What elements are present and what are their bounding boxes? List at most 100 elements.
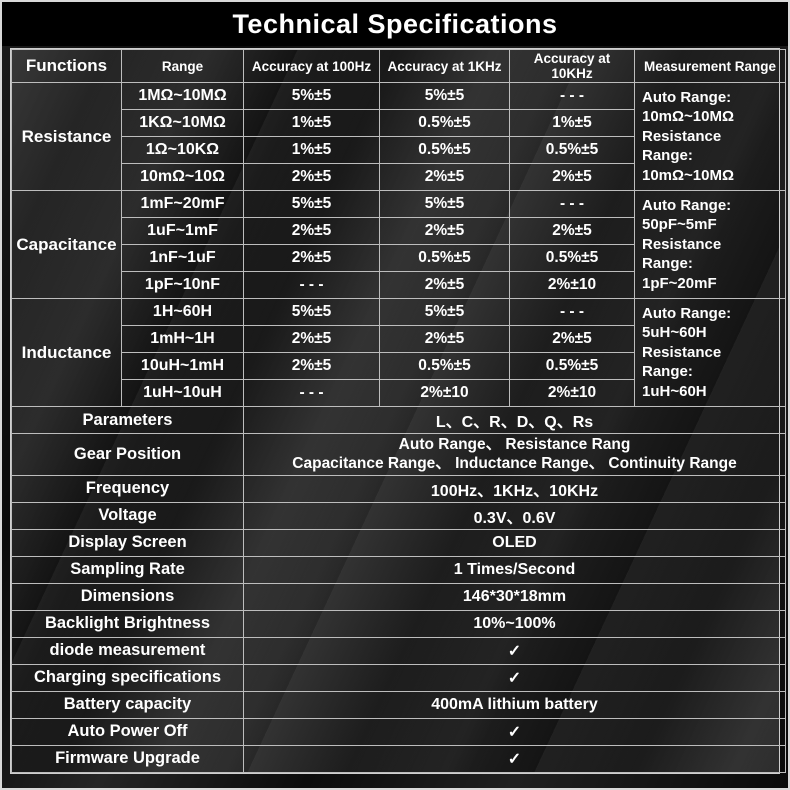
spec-value-diode-measurement: ✓ xyxy=(243,636,786,665)
spec-value-parameters: L、C、R、D、Q、Rs xyxy=(243,406,786,434)
spec-label-auto-power-off: Auto Power Off xyxy=(11,717,244,746)
range-cell: 1uH~10uH xyxy=(121,379,244,407)
accuracy-cell: 5%±5 xyxy=(243,298,380,326)
range-cell: 1mF~20mF xyxy=(121,190,244,218)
spec-label-firmware-upgrade: Firmware Upgrade xyxy=(11,744,244,773)
column-header-accuracy-10khz: Accuracy at 10KHz xyxy=(509,49,635,83)
table-row: Inductance 1H~60H 5%±5 5%±5 - - - Auto R… xyxy=(11,298,786,407)
accuracy-cell: 2%±5 xyxy=(243,163,380,191)
range-cell: 1H~60H xyxy=(121,298,244,326)
spec-label-diode-measurement: diode measurement xyxy=(11,636,244,665)
header-row: Functions Range Accuracy at 100Hz Accura… xyxy=(11,49,786,83)
accuracy-cell: - - - xyxy=(509,82,635,110)
spec-value-gear-position: Auto Range、 Resistance Rang Capacitance … xyxy=(243,433,786,476)
measurement-range-cell-resistance: Auto Range: 10mΩ~10MΩ Resistance Range: … xyxy=(634,82,786,191)
accuracy-cell: 0.5%±5 xyxy=(509,136,635,164)
accuracy-cell: 5%±5 xyxy=(379,82,510,110)
range-cell: 1MΩ~10MΩ xyxy=(121,82,244,110)
table-row: Gear Position Auto Range、 Resistance Ran… xyxy=(11,433,786,476)
spec-value-display-screen: OLED xyxy=(243,528,786,557)
accuracy-cell: 2%±5 xyxy=(379,325,510,353)
accuracy-cell: 1%±5 xyxy=(243,136,380,164)
column-header-functions: Functions xyxy=(11,49,122,83)
column-header-range: Range xyxy=(121,49,244,83)
accuracy-cell: 1%±5 xyxy=(509,109,635,137)
spec-table-container: Functions Range Accuracy at 100Hz Accura… xyxy=(10,48,786,774)
accuracy-cell: 2%±10 xyxy=(379,379,510,407)
table-row: Capacitance 1mF~20mF 5%±5 5%±5 - - - Aut… xyxy=(11,190,786,299)
table-row: 10uH~1mH 2%±5 0.5%±5 0.5%±5 xyxy=(12,352,786,380)
table-row: Resistance 1MΩ~10MΩ 5%±5 5%±5 - - - Auto… xyxy=(11,82,786,191)
accuracy-cell: 2%±5 xyxy=(243,244,380,272)
spec-label-parameters: Parameters xyxy=(11,406,244,434)
accuracy-cell: 2%±5 xyxy=(509,217,635,245)
table-row: Auto Power Off ✓ xyxy=(11,717,786,746)
accuracy-cell: - - - xyxy=(243,271,380,299)
accuracy-cell: 5%±5 xyxy=(243,190,380,218)
table-row: Display Screen OLED xyxy=(11,528,786,557)
accuracy-cell: 0.5%±5 xyxy=(509,244,635,272)
accuracy-cell: 0.5%±5 xyxy=(379,244,510,272)
accuracy-cell: 0.5%±5 xyxy=(509,352,635,380)
spec-value-auto-power-off: ✓ xyxy=(243,717,786,746)
range-cell: 1KΩ~10MΩ xyxy=(121,109,244,137)
accuracy-cell: 2%±10 xyxy=(509,271,635,299)
table-row: Dimensions 146*30*18mm xyxy=(11,582,786,611)
accuracy-cell: - - - xyxy=(509,190,635,218)
table-row: 1uF~1mF 2%±5 2%±5 2%±5 xyxy=(12,217,786,245)
accuracy-cell: 5%±5 xyxy=(379,298,510,326)
accuracy-cell: 5%±5 xyxy=(379,190,510,218)
function-cell-resistance: Resistance xyxy=(11,82,122,191)
accuracy-cell: 0.5%±5 xyxy=(379,136,510,164)
accuracy-cell: 2%±5 xyxy=(243,217,380,245)
accuracy-cell: 1%±5 xyxy=(243,109,380,137)
table-row: diode measurement ✓ xyxy=(11,636,786,665)
spec-value-dimensions: 146*30*18mm xyxy=(243,582,786,611)
accuracy-cell: 0.5%±5 xyxy=(379,352,510,380)
table-row: Battery capacity 400mA lithium battery xyxy=(11,690,786,719)
spec-label-charging-specifications: Charging specifications xyxy=(11,663,244,692)
accuracy-cell: - - - xyxy=(509,298,635,326)
table-row: Backlight Brightness 10%~100% xyxy=(11,609,786,638)
range-cell: 1uF~1mF xyxy=(121,217,244,245)
column-header-measurement-range: Measurement Range xyxy=(634,49,786,83)
range-cell: 10uH~1mH xyxy=(121,352,244,380)
spec-value-charging-specifications: ✓ xyxy=(243,663,786,692)
accuracy-cell: 2%±5 xyxy=(379,163,510,191)
table-row: 1Ω~10KΩ 1%±5 0.5%±5 0.5%±5 xyxy=(12,136,786,164)
spec-label-gear-position: Gear Position xyxy=(11,433,244,476)
table-row: 1mH~1H 2%±5 2%±5 2%±5 xyxy=(12,325,786,353)
table-row: Parameters L、C、R、D、Q、Rs xyxy=(11,406,786,434)
accuracy-cell: 0.5%±5 xyxy=(379,109,510,137)
range-cell: 1nF~1uF xyxy=(121,244,244,272)
accuracy-cell: 2%±5 xyxy=(243,325,380,353)
spec-value-voltage: 0.3V、0.6V xyxy=(243,501,786,530)
measurement-range-cell-inductance: Auto Range: 5uH~60H Resistance Range: 1u… xyxy=(634,298,786,407)
table-row: 10mΩ~10Ω 2%±5 2%±5 2%±5 xyxy=(12,163,786,191)
function-cell-inductance: Inductance xyxy=(11,298,122,407)
measurement-range-cell-capacitance: Auto Range: 50pF~5mF Resistance Range: 1… xyxy=(634,190,786,299)
spec-label-sampling-rate: Sampling Rate xyxy=(11,555,244,584)
accuracy-cell: 2%±5 xyxy=(379,217,510,245)
table-row: Charging specifications ✓ xyxy=(11,663,786,692)
spec-label-battery-capacity: Battery capacity xyxy=(11,690,244,719)
table-row: Firmware Upgrade ✓ xyxy=(11,744,786,773)
accuracy-cell: 2%±5 xyxy=(379,271,510,299)
table-row: Frequency 100Hz、1KHz、10KHz xyxy=(11,474,786,503)
accuracy-cell: 2%±5 xyxy=(509,325,635,353)
spec-value-backlight-brightness: 10%~100% xyxy=(243,609,786,638)
accuracy-cell: 2%±5 xyxy=(509,163,635,191)
spec-label-display-screen: Display Screen xyxy=(11,528,244,557)
spec-value-frequency: 100Hz、1KHz、10KHz xyxy=(243,474,786,503)
range-cell: 10mΩ~10Ω xyxy=(121,163,244,191)
table-row: Sampling Rate 1 Times/Second xyxy=(11,555,786,584)
spec-label-dimensions: Dimensions xyxy=(11,582,244,611)
accuracy-cell: 2%±10 xyxy=(509,379,635,407)
range-cell: 1mH~1H xyxy=(121,325,244,353)
spec-label-voltage: Voltage xyxy=(11,501,244,530)
spec-label-frequency: Frequency xyxy=(11,474,244,503)
spec-value-battery-capacity: 400mA lithium battery xyxy=(243,690,786,719)
spec-value-sampling-rate: 1 Times/Second xyxy=(243,555,786,584)
table-row: Voltage 0.3V、0.6V xyxy=(11,501,786,530)
